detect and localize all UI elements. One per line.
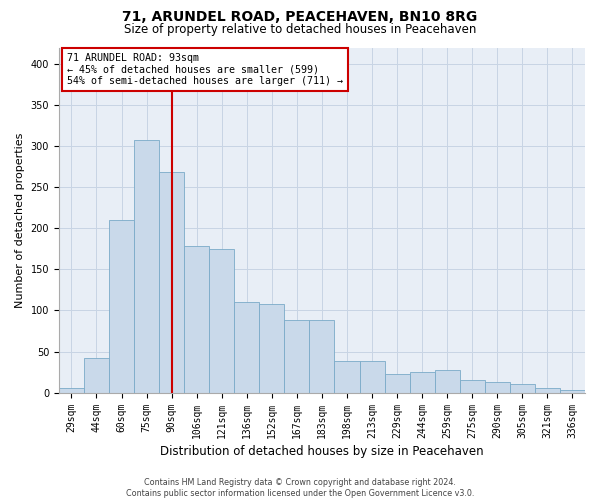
Bar bbox=[460, 380, 485, 392]
Bar bbox=[84, 358, 109, 392]
Bar bbox=[284, 320, 310, 392]
Bar bbox=[560, 390, 585, 392]
Bar bbox=[434, 370, 460, 392]
Text: 71, ARUNDEL ROAD, PEACEHAVEN, BN10 8RG: 71, ARUNDEL ROAD, PEACEHAVEN, BN10 8RG bbox=[122, 10, 478, 24]
Y-axis label: Number of detached properties: Number of detached properties bbox=[15, 132, 25, 308]
Bar bbox=[109, 220, 134, 392]
X-axis label: Distribution of detached houses by size in Peacehaven: Distribution of detached houses by size … bbox=[160, 444, 484, 458]
Bar bbox=[134, 140, 159, 392]
Bar bbox=[159, 172, 184, 392]
Bar bbox=[410, 372, 434, 392]
Text: Contains HM Land Registry data © Crown copyright and database right 2024.
Contai: Contains HM Land Registry data © Crown c… bbox=[126, 478, 474, 498]
Bar bbox=[310, 320, 334, 392]
Text: 71 ARUNDEL ROAD: 93sqm
← 45% of detached houses are smaller (599)
54% of semi-de: 71 ARUNDEL ROAD: 93sqm ← 45% of detached… bbox=[67, 52, 343, 86]
Bar bbox=[385, 374, 410, 392]
Bar bbox=[234, 302, 259, 392]
Bar bbox=[535, 388, 560, 392]
Bar bbox=[209, 249, 234, 392]
Bar bbox=[359, 362, 385, 392]
Bar bbox=[184, 246, 209, 392]
Bar bbox=[59, 388, 84, 392]
Bar bbox=[334, 362, 359, 392]
Bar bbox=[510, 384, 535, 392]
Bar bbox=[485, 382, 510, 392]
Text: Size of property relative to detached houses in Peacehaven: Size of property relative to detached ho… bbox=[124, 22, 476, 36]
Bar bbox=[259, 304, 284, 392]
